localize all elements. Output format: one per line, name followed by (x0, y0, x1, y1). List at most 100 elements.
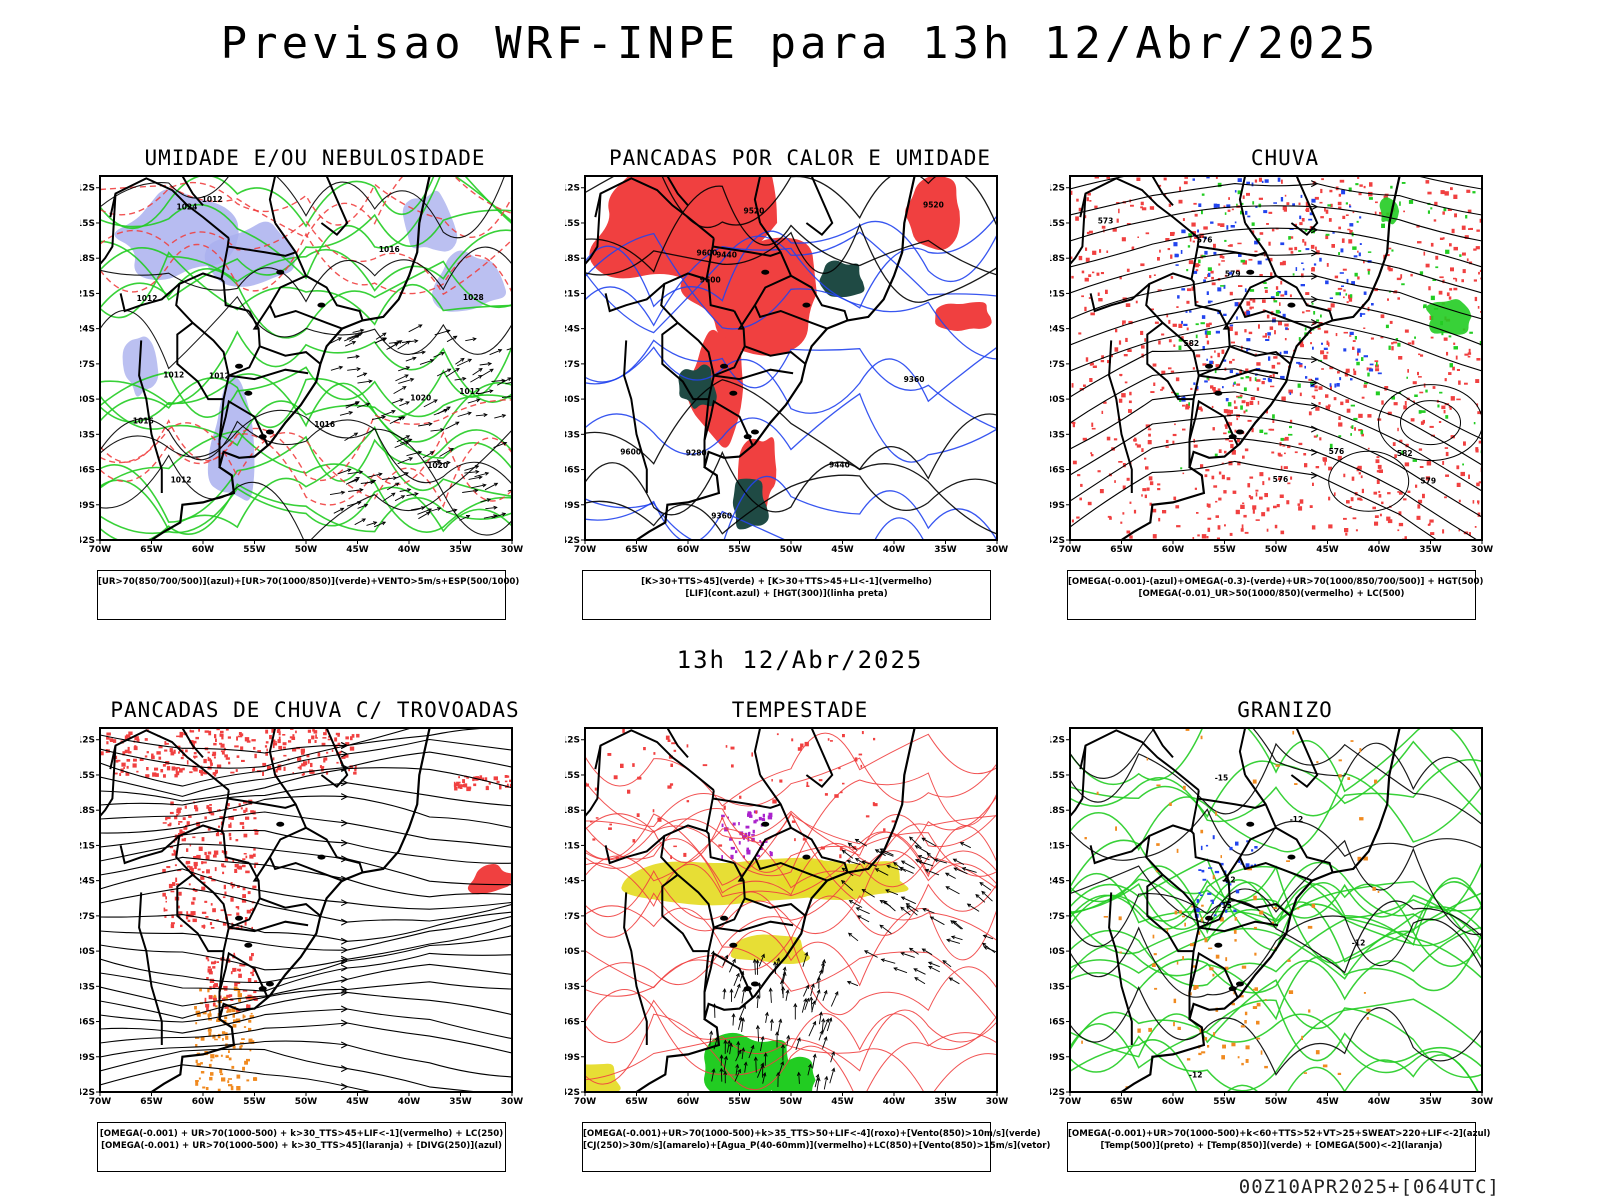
wind-vector-head (944, 872, 950, 877)
wind-vector (822, 1036, 827, 1049)
precip-speck (718, 844, 723, 847)
border-line (268, 176, 277, 224)
wind-vector-head (359, 328, 365, 333)
precip-speck (1201, 193, 1205, 196)
wind-vector-head (981, 942, 987, 947)
streamline-arrow (340, 1065, 349, 1073)
precip-speck (1170, 254, 1173, 259)
border-line (1238, 274, 1313, 330)
lake (258, 434, 267, 440)
precip-speck (251, 926, 253, 930)
legend-line: [LIF](cont.azul) + [HGT(300)](linha pret… (685, 589, 888, 599)
precip-speck (283, 754, 287, 757)
precip-speck (1363, 856, 1368, 861)
precip-speck (758, 816, 762, 821)
precip-speck (1387, 298, 1389, 301)
precip-speck (1256, 387, 1260, 391)
precip-speck (1315, 1050, 1320, 1055)
precip-speck (1097, 470, 1101, 473)
precip-speck (1328, 466, 1333, 471)
precip-speck (1450, 187, 1453, 191)
forecast-map: 12S15S18S21S24S27S30S33S36S39S42S70W65W6… (565, 727, 1008, 1107)
precip-speck (1129, 501, 1132, 504)
precip-speck (214, 1005, 218, 1008)
precip-speck (315, 734, 317, 739)
precip-speck (201, 886, 206, 891)
wind-vector-head (841, 849, 846, 854)
precip-speck (834, 794, 839, 798)
precip-speck (1229, 324, 1234, 327)
streamline (100, 1008, 512, 1040)
precip-speck (1386, 247, 1392, 250)
wind-vector-head (752, 958, 757, 963)
precip-speck (1313, 435, 1318, 438)
precip-speck (1297, 503, 1300, 506)
precip-speck (1182, 218, 1185, 221)
precip-speck (1151, 963, 1156, 967)
precip-speck (192, 918, 197, 923)
precip-speck (201, 861, 204, 865)
precip-speck (1089, 200, 1092, 202)
precip-speck (746, 847, 749, 852)
precip-speck (1352, 210, 1355, 214)
precip-speck (1225, 957, 1228, 962)
wind-vector (434, 329, 450, 336)
precip-speck (1258, 197, 1263, 200)
precip-speck (1430, 207, 1433, 210)
precip-speck (1092, 271, 1095, 274)
border-line (100, 193, 117, 265)
precip-speck (247, 891, 251, 895)
precip-speck (272, 757, 275, 761)
precip-speck (1363, 327, 1366, 329)
precip-speck (1193, 202, 1197, 205)
lake (750, 429, 759, 435)
precip-speck (1207, 300, 1211, 304)
precip-speck (462, 779, 465, 783)
precip-speck (1223, 490, 1227, 494)
precip-speck (144, 755, 148, 758)
precip-speck (1347, 228, 1351, 231)
wind-vector-head (776, 1071, 781, 1077)
precip-speck (755, 819, 759, 822)
wind-vector-head (446, 329, 451, 334)
lat-tick-label: 30S (80, 395, 95, 405)
wind-vector (821, 1018, 824, 1032)
precip-speck (1227, 430, 1231, 434)
wind-vector-head (404, 472, 409, 476)
precip-speck (1330, 385, 1332, 390)
precip-speck (1284, 338, 1287, 341)
precip-speck (208, 876, 212, 879)
precip-speck (1176, 306, 1179, 308)
border-line (713, 920, 794, 933)
precip-speck (1374, 779, 1378, 784)
precip-speck (277, 739, 281, 744)
wind-vector (953, 920, 963, 930)
precip-speck (1305, 376, 1308, 379)
coastline (635, 728, 916, 1092)
precip-speck (237, 885, 240, 888)
wind-vector-head (756, 994, 761, 999)
precip-speck (292, 734, 295, 737)
precip-speck (1145, 232, 1150, 235)
precip-speck (1071, 275, 1074, 279)
precip-speck (1323, 354, 1328, 360)
precip-speck (1465, 215, 1468, 219)
precip-speck (1311, 525, 1316, 530)
wind-vector-head (355, 334, 360, 338)
precip-speck (1438, 421, 1442, 423)
precip-speck (637, 776, 642, 780)
precip-speck (336, 761, 339, 764)
border-line (268, 826, 343, 882)
contour-line (100, 219, 512, 296)
wind-vector-head (906, 905, 911, 910)
panel-trovoadas: PANCADAS DE CHUVA C/ TROVOADAS 12S15S18S… (80, 698, 550, 1188)
precip-speck (1136, 177, 1141, 181)
precip-speck (1189, 237, 1192, 242)
wind-vector (733, 973, 740, 986)
precip-speck (1287, 482, 1291, 485)
precip-speck (1271, 451, 1275, 454)
contour-label: 9360 (904, 375, 925, 384)
lat-tick-label: 39S (80, 501, 95, 511)
precip-speck (1377, 891, 1380, 893)
precip-speck (1274, 524, 1278, 529)
